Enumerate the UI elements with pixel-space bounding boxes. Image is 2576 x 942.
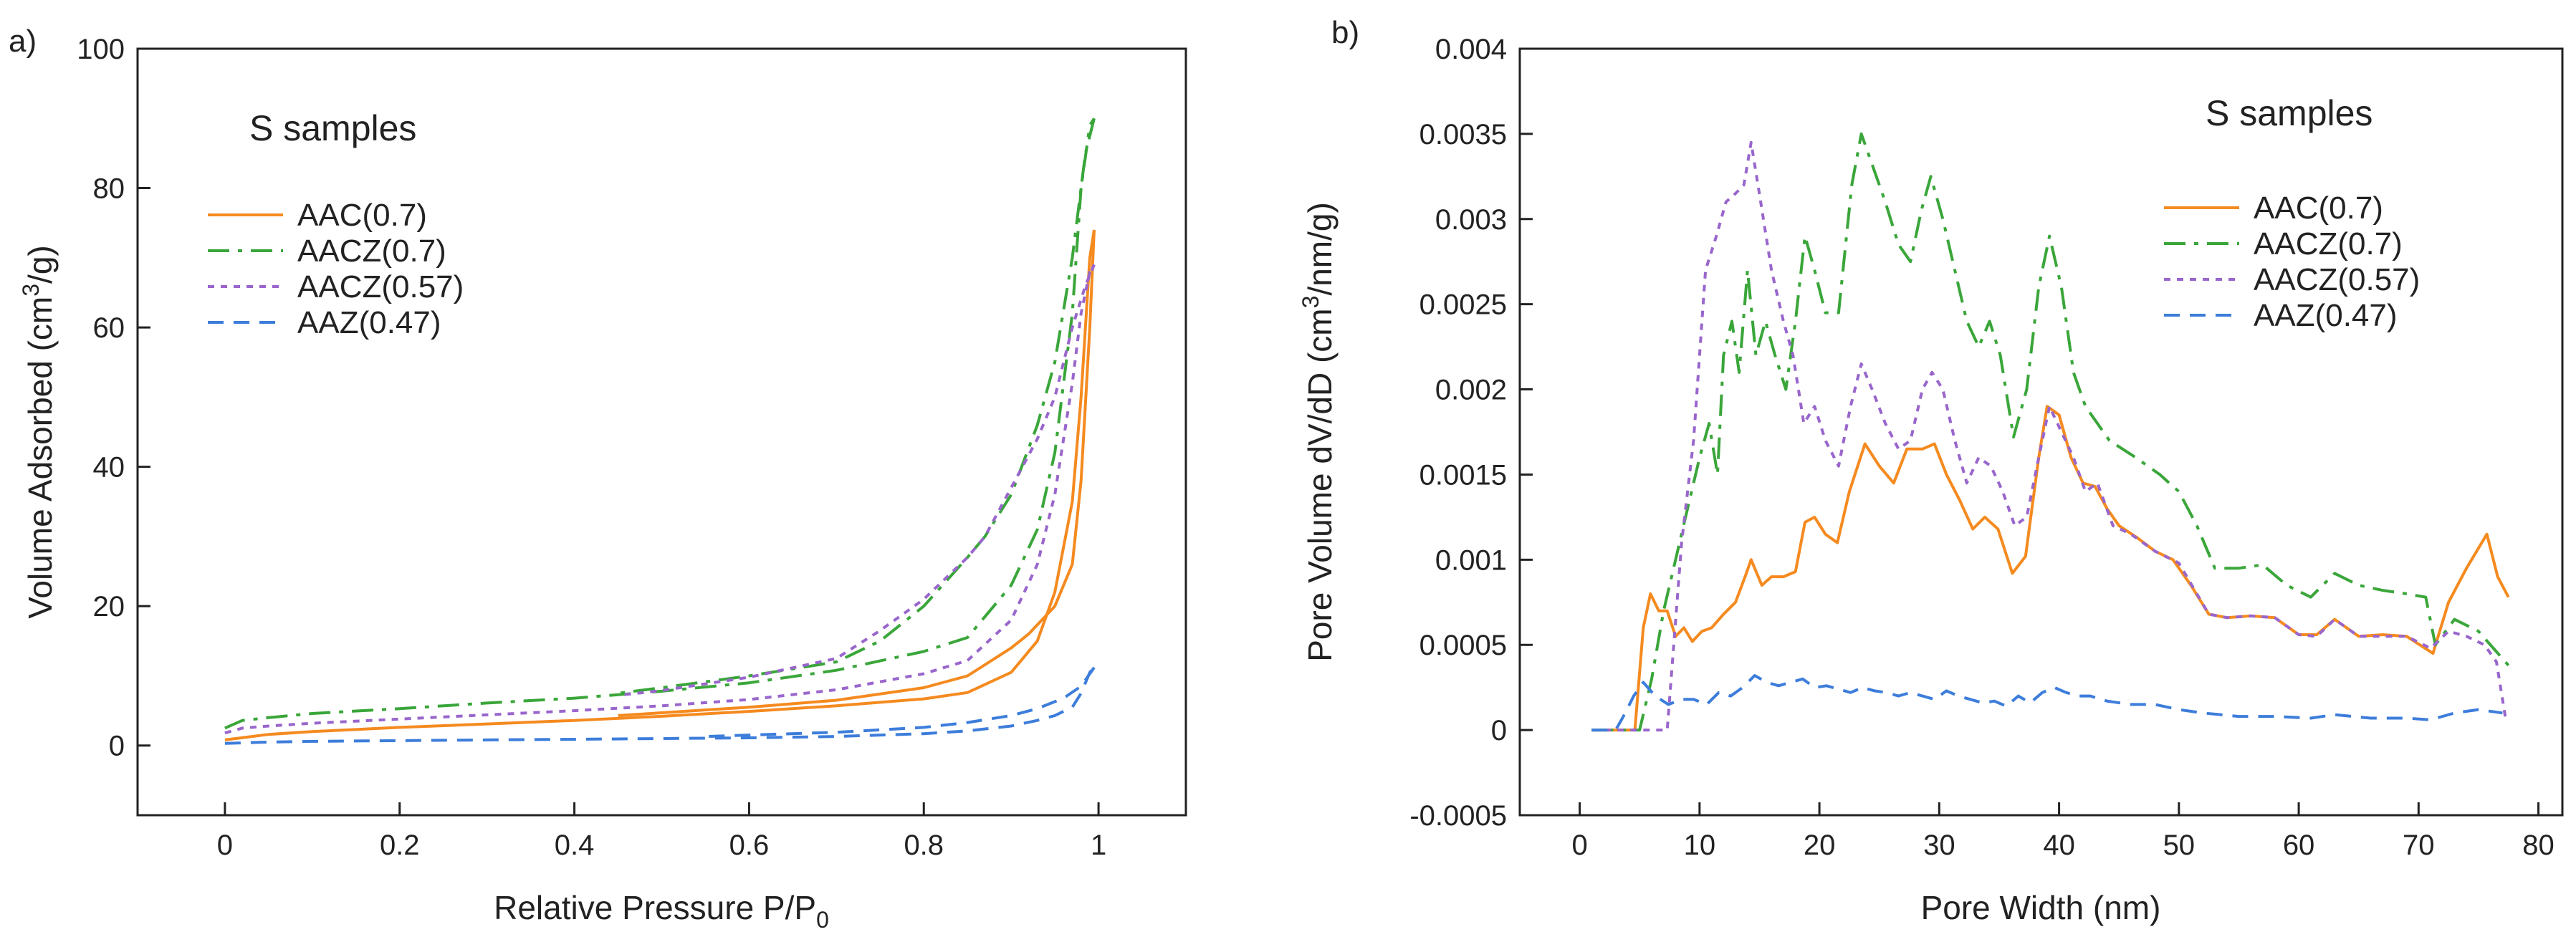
legend-label-AACZ057: AACZ(0.57) <box>2254 262 2420 297</box>
y-ticks-b: -0.0005 0 0.0005 0.001 0.0015 0.002 0.0025 0.00… <box>1409 34 1533 832</box>
y-tick-label: 0.0015 <box>1419 459 1507 491</box>
legend-label-AAC: AAC(0.7) <box>2254 191 2383 226</box>
y-tick-label: 20 <box>93 591 125 623</box>
x-tick-label: 60 <box>2283 830 2315 861</box>
y-tick-label: 60 <box>93 312 125 344</box>
chart-pore-size-distribution: b) 0 10 20 30 40 50 60 70 80 -0.0005 0 0.0005 0.001… <box>1298 15 2564 926</box>
x-tick-label: 0.4 <box>555 830 595 861</box>
legend-b: AAC(0.7)AACZ(0.7)AACZ(0.57)AAZ(0.47) <box>2164 191 2420 333</box>
series-AAC-adsorption <box>224 229 1096 741</box>
x-tick-label: 50 <box>2163 830 2196 861</box>
panel-label-b: b) <box>1331 15 1359 50</box>
y-tick-label: 0.0035 <box>1419 119 1507 150</box>
y-tick-label: 0.001 <box>1435 544 1507 576</box>
y-tick-label: 0.002 <box>1435 375 1507 406</box>
x-ticks-b: 0 10 20 30 40 50 60 70 80 <box>1571 802 2555 861</box>
legend-label-AAZ: AAZ(0.47) <box>2254 298 2398 333</box>
legend-a: AAC(0.7)AACZ(0.7)AACZ(0.57)AAZ(0.47) <box>208 198 464 340</box>
y-axis-label-a: Volume Adsorbed (cm3/g) <box>18 245 59 619</box>
panel-label-a: a) <box>9 24 37 59</box>
x-tick-label: 0 <box>1571 830 1587 861</box>
x-tick-label: 0.6 <box>729 830 770 861</box>
plot-frame-b <box>1518 47 2564 817</box>
x-tick-label: 1 <box>1091 830 1106 861</box>
series-AACZ07-adsorption <box>224 117 1096 730</box>
y-tick-label: 100 <box>77 34 125 65</box>
y-tick-label: 0 <box>109 731 125 762</box>
series-AAC-line <box>1591 405 2510 732</box>
x-tick-label: 20 <box>1804 830 1836 861</box>
x-tick-label: 0 <box>217 830 233 861</box>
series-AACZ057-desorption <box>618 264 1096 697</box>
y-axis-label-b: Pore Volume dV/dD (cm3/nm/g) <box>1298 202 1339 662</box>
legend-title-a: S samples <box>249 108 416 148</box>
x-axis-label-b: Pore Width (nm) <box>1921 889 2161 926</box>
x-tick-label: 70 <box>2403 830 2435 861</box>
series-AAZ-line <box>1591 674 2503 732</box>
legend-label-AAZ: AAZ(0.47) <box>297 305 441 340</box>
x-tick-label: 40 <box>2043 830 2075 861</box>
x-tick-label: 0.8 <box>904 830 944 861</box>
y-tick-label: 0.0025 <box>1419 289 1507 321</box>
x-tick-label: 30 <box>1923 830 1955 861</box>
y-tick-label: 40 <box>93 452 125 484</box>
y-tick-label: 80 <box>93 173 125 205</box>
y-tick-label: 0 <box>1491 715 1507 746</box>
legend-label-AACZ07: AACZ(0.7) <box>297 234 446 269</box>
plot-frame-a <box>136 47 1187 817</box>
series-AACZ07-line <box>1591 132 2510 732</box>
y-tick-label: 0.0005 <box>1419 630 1507 661</box>
series-AACZ057-line <box>1591 140 2508 732</box>
series-AAZ-desorption <box>705 666 1096 739</box>
x-ticks-a: 0 0.2 0.4 0.6 0.8 1 <box>217 802 1106 861</box>
y-tick-label: 0.004 <box>1435 34 1507 65</box>
legend-label-AACZ07: AACZ(0.7) <box>2254 226 2403 261</box>
x-tick-label: 10 <box>1684 830 1716 861</box>
legend-label-AACZ057: AACZ(0.57) <box>297 269 464 304</box>
series-AACZ07-desorption <box>618 117 1096 695</box>
y-ticks-a: 0 20 40 60 80 100 <box>77 34 150 762</box>
x-tick-label: 0.2 <box>380 830 420 861</box>
series-group-a <box>224 117 1096 745</box>
chart-adsorption-isotherm: a) 0 0.2 0.4 0.6 0.8 1 0 20 40 60 80 100 Relative … <box>9 24 1187 933</box>
legend-label-AAC: AAC(0.7) <box>297 198 427 233</box>
y-tick-label: 0.003 <box>1435 204 1507 236</box>
series-AAC-desorption <box>618 229 1096 717</box>
x-tick-label: 80 <box>2522 830 2555 861</box>
x-axis-label-a: Relative Pressure P/P0 <box>494 889 829 933</box>
y-tick-label: -0.0005 <box>1409 800 1507 832</box>
series-group-b <box>1591 132 2510 732</box>
legend-title-b: S samples <box>2206 93 2372 133</box>
series-AAZ-adsorption <box>224 666 1096 745</box>
